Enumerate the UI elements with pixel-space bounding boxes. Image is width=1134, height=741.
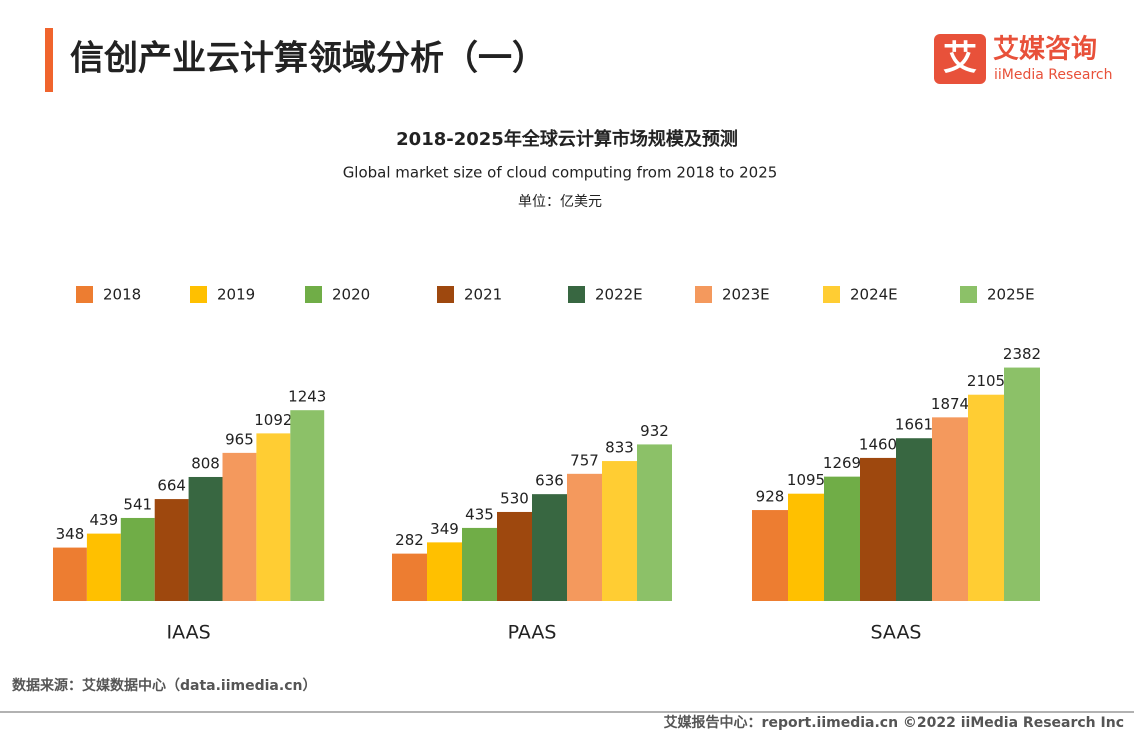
bar: [290, 410, 325, 601]
legend-label: 2019: [217, 286, 255, 304]
value-label: 541: [123, 495, 152, 513]
value-label: 664: [157, 477, 186, 495]
value-label: 932: [640, 422, 669, 440]
bar: [462, 527, 497, 601]
legend-label: 2022E: [595, 286, 643, 304]
bar: [637, 444, 672, 601]
chart-title: 2018-2025年全球云计算市场规模及预测: [396, 128, 738, 150]
bar: [824, 476, 860, 601]
bar: [788, 493, 824, 601]
bar: [968, 394, 1004, 601]
bar: [188, 476, 223, 601]
legend-label: 2023E: [722, 286, 770, 304]
brand-en: iiMedia Research: [994, 67, 1113, 83]
legend-swatch: [190, 286, 207, 303]
legend-label: 2024E: [850, 286, 898, 304]
value-label: 965: [225, 430, 254, 448]
legend-swatch: [305, 286, 322, 303]
value-label: 757: [570, 451, 599, 469]
x-tick-label: IAAS: [166, 622, 210, 644]
bar: [497, 511, 532, 601]
x-tick-label: SAAS: [871, 622, 922, 644]
brand-cn: 艾媒咨询: [993, 34, 1097, 65]
page-title: 信创产业云计算领域分析（一）: [70, 39, 546, 79]
value-label: 1092: [254, 411, 292, 429]
value-label: 282: [395, 531, 424, 549]
bar: [53, 547, 87, 601]
value-label: 1661: [895, 416, 933, 434]
bar: [860, 457, 896, 601]
legend-swatch: [76, 286, 93, 303]
value-label: 349: [430, 520, 459, 538]
legend-swatch: [568, 286, 585, 303]
value-label: 530: [500, 489, 529, 507]
value-label: 833: [605, 439, 634, 457]
chart-unit: 单位：亿美元: [518, 194, 602, 210]
value-label: 435: [465, 505, 494, 523]
logo-char: 艾: [943, 39, 977, 79]
chart-subtitle: Global market size of cloud computing fr…: [343, 164, 778, 182]
value-label: 1095: [787, 471, 825, 489]
legend-label: 2025E: [987, 286, 1035, 304]
bar: [427, 542, 462, 601]
bar: [392, 553, 427, 601]
bar: [932, 417, 968, 601]
value-label: 348: [56, 525, 85, 543]
legend-swatch: [695, 286, 712, 303]
bar: [752, 510, 788, 601]
source: 数据来源：艾媒数据中心（data.iimedia.cn）: [12, 677, 316, 694]
value-label: 636: [535, 472, 564, 490]
value-label: 928: [756, 488, 785, 506]
x-tick-label: PAAS: [508, 622, 557, 644]
bar: [1004, 367, 1040, 601]
value-label: 808: [191, 454, 220, 472]
bar: [602, 461, 637, 601]
bar: [120, 517, 155, 601]
title-accent: [45, 28, 53, 92]
legend-label: 2020: [332, 286, 370, 304]
value-label: 2105: [967, 372, 1005, 390]
legend-swatch: [960, 286, 977, 303]
bar: [222, 452, 257, 601]
bar: [567, 473, 602, 601]
bar: [86, 533, 121, 601]
value-label: 1243: [288, 388, 326, 406]
value-label: 1460: [859, 435, 897, 453]
legend-label: 2018: [103, 286, 141, 304]
value-label: 1269: [823, 454, 861, 472]
value-label: 1874: [931, 395, 969, 413]
value-label: 439: [90, 511, 119, 529]
bar: [896, 438, 932, 601]
value-label: 2382: [1003, 345, 1041, 363]
logo-box: [934, 34, 986, 84]
bar: [256, 433, 291, 601]
legend-swatch: [437, 286, 454, 303]
bar: [154, 499, 189, 601]
footer: 艾媒报告中心：report.iimedia.cn ©2022 iiMedia R…: [664, 714, 1124, 731]
legend-swatch: [823, 286, 840, 303]
legend-label: 2021: [464, 286, 502, 304]
bar: [532, 494, 567, 601]
